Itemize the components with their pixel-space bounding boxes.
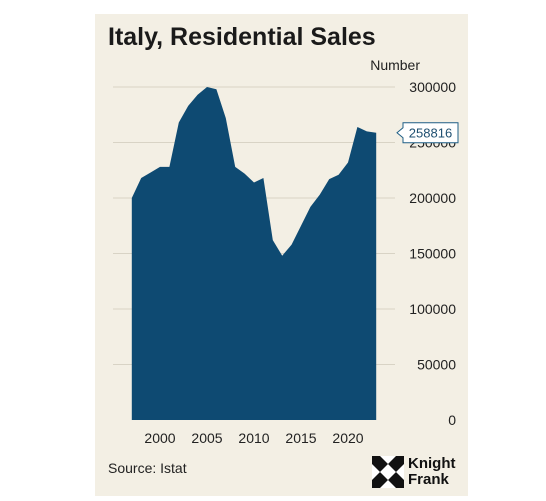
x-tick-label: 2005 bbox=[191, 430, 222, 446]
chart-title: Italy, Residential Sales bbox=[108, 23, 376, 51]
y-tick-label: 200000 bbox=[409, 190, 456, 206]
y-tick-label: 100000 bbox=[409, 301, 456, 317]
logo-word-frank: Frank bbox=[408, 471, 449, 488]
last-value-callout: 258816 bbox=[409, 126, 452, 141]
y-tick-label: 300000 bbox=[409, 79, 456, 95]
last-value-callout-box bbox=[396, 122, 459, 144]
x-tick-label: 2000 bbox=[144, 430, 175, 446]
y-tick-label: 150000 bbox=[409, 246, 456, 262]
y-tick-label: 0 bbox=[448, 412, 456, 428]
sales-area bbox=[131, 87, 377, 420]
x-tick-label: 2010 bbox=[238, 430, 269, 446]
y-tick-label: 50000 bbox=[417, 357, 456, 373]
x-tick-label: 2015 bbox=[285, 430, 316, 446]
source-note: Source: Istat bbox=[108, 460, 187, 476]
logo-word-knight: Knight bbox=[408, 455, 456, 472]
chart-svg: 050000100000150000200000250000300000Numb… bbox=[113, 57, 459, 446]
chart-card: Italy, Residential Sales 0 50000 100000 150… bbox=[95, 14, 468, 496]
x-tick-label: 2020 bbox=[332, 430, 363, 446]
logo-mark-icon bbox=[372, 456, 404, 488]
y-unit-label: Number bbox=[370, 57, 420, 73]
knight-frank-logo: Knight Frank bbox=[372, 454, 467, 490]
